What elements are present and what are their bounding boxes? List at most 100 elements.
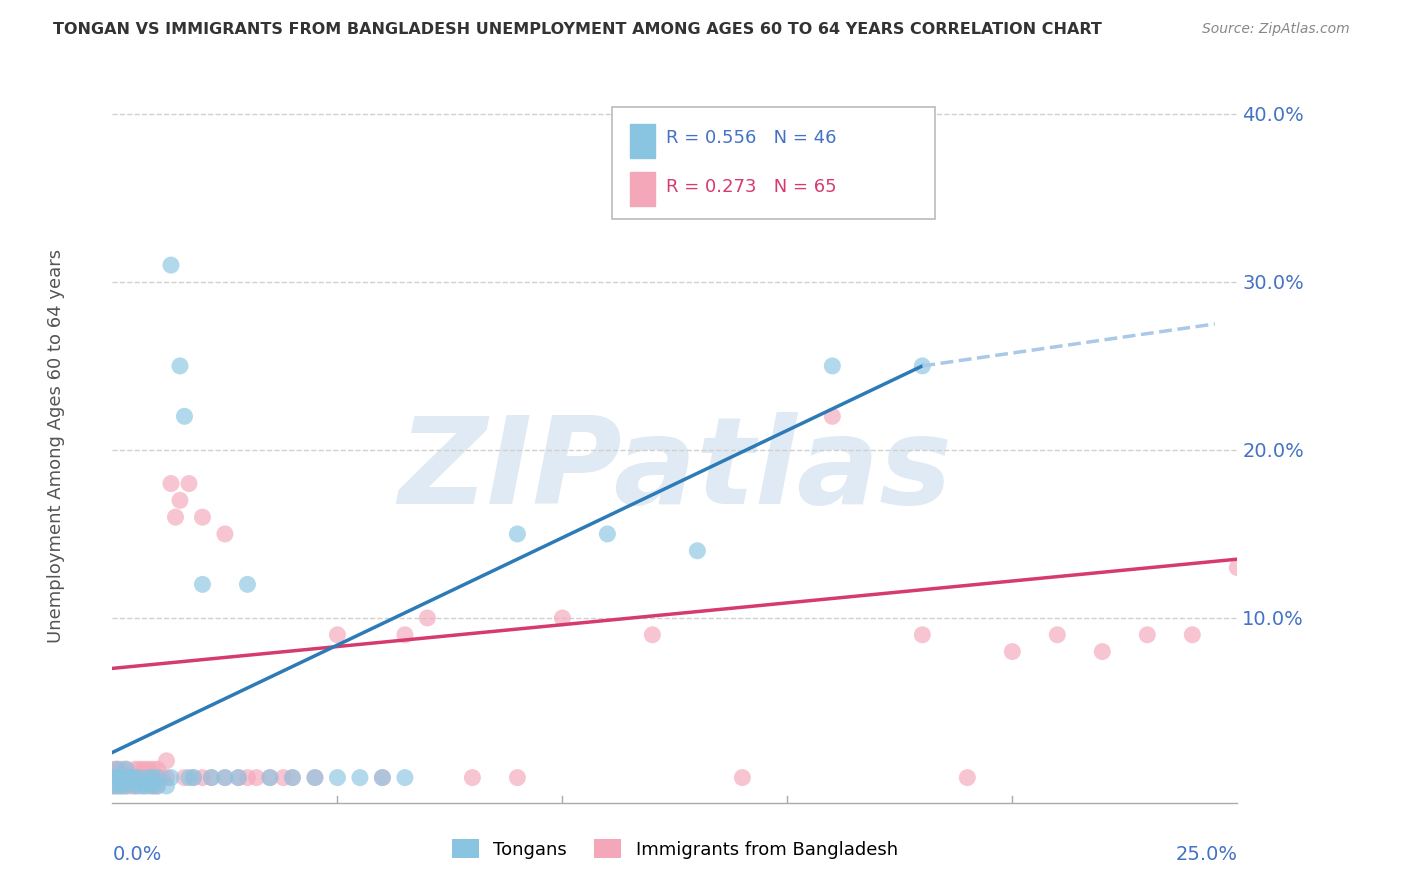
Point: [1136, 628, 1159, 642]
Point: [1001, 644, 1024, 658]
Point: [124, 771, 146, 785]
Point: [731, 771, 754, 785]
Point: [245, 771, 267, 785]
Point: [506, 771, 529, 785]
Point: [394, 628, 416, 642]
Point: [128, 779, 150, 793]
Point: [120, 771, 142, 785]
Point: [138, 762, 160, 776]
Point: [146, 779, 169, 793]
Point: [146, 762, 169, 776]
Point: [120, 771, 142, 785]
Point: [183, 771, 205, 785]
Point: [165, 510, 187, 524]
Point: [371, 771, 394, 785]
Point: [236, 771, 259, 785]
Text: R = 0.273   N = 65: R = 0.273 N = 65: [666, 178, 837, 196]
Point: [160, 476, 183, 491]
Point: [160, 771, 183, 785]
Text: R = 0.556   N = 46: R = 0.556 N = 46: [666, 129, 837, 147]
Point: [132, 779, 155, 793]
Point: [128, 762, 150, 776]
Point: [146, 771, 169, 785]
Point: [551, 611, 574, 625]
Point: [105, 779, 128, 793]
Point: [259, 771, 281, 785]
Point: [146, 779, 169, 793]
Point: [138, 771, 160, 785]
Point: [160, 258, 183, 272]
Point: [105, 771, 128, 785]
Point: [214, 771, 236, 785]
Text: 0.0%: 0.0%: [112, 845, 162, 863]
Point: [132, 762, 155, 776]
Point: [173, 409, 195, 424]
Point: [821, 359, 844, 373]
Point: [1181, 628, 1204, 642]
Point: [200, 771, 222, 785]
Point: [394, 771, 416, 785]
Point: [641, 628, 664, 642]
Point: [115, 779, 138, 793]
Text: 25.0%: 25.0%: [1175, 845, 1237, 863]
Point: [124, 771, 146, 785]
Point: [191, 510, 214, 524]
Point: [115, 771, 138, 785]
Point: [821, 409, 844, 424]
Point: [281, 771, 304, 785]
Point: [1226, 560, 1249, 574]
Point: [142, 771, 165, 785]
Point: [228, 771, 250, 785]
Point: [686, 543, 709, 558]
Point: [259, 771, 281, 785]
Point: [173, 771, 195, 785]
Point: [1046, 628, 1069, 642]
Point: [273, 771, 295, 785]
Point: [142, 762, 165, 776]
Point: [326, 628, 349, 642]
Point: [200, 771, 222, 785]
Text: ZIPatlas: ZIPatlas: [398, 412, 952, 529]
Point: [214, 527, 236, 541]
Point: [115, 762, 138, 776]
Point: [138, 779, 160, 793]
Point: [169, 493, 191, 508]
Point: [155, 779, 177, 793]
Point: [101, 779, 124, 793]
Point: [138, 771, 160, 785]
Text: Unemployment Among Ages 60 to 64 years: Unemployment Among Ages 60 to 64 years: [48, 249, 65, 643]
Point: [150, 771, 173, 785]
Point: [128, 771, 150, 785]
Text: TONGAN VS IMMIGRANTS FROM BANGLADESH UNEMPLOYMENT AMONG AGES 60 TO 64 YEARS CORR: TONGAN VS IMMIGRANTS FROM BANGLADESH UNE…: [53, 22, 1102, 37]
Point: [461, 771, 484, 785]
Point: [142, 779, 165, 793]
Point: [191, 577, 214, 591]
Point: [101, 762, 124, 776]
Point: [110, 771, 132, 785]
Point: [326, 771, 349, 785]
Point: [1091, 644, 1114, 658]
Point: [228, 771, 250, 785]
Point: [105, 762, 128, 776]
Point: [155, 771, 177, 785]
Point: [105, 762, 128, 776]
Legend: Tongans, Immigrants from Bangladesh: Tongans, Immigrants from Bangladesh: [444, 832, 905, 866]
Point: [124, 762, 146, 776]
Point: [128, 771, 150, 785]
Point: [236, 577, 259, 591]
Point: [132, 779, 155, 793]
Point: [304, 771, 326, 785]
Point: [349, 771, 371, 785]
Point: [304, 771, 326, 785]
Point: [142, 779, 165, 793]
Point: [177, 476, 200, 491]
Point: [191, 771, 214, 785]
Point: [956, 771, 979, 785]
Point: [124, 779, 146, 793]
Point: [155, 754, 177, 768]
Point: [115, 762, 138, 776]
Point: [101, 771, 124, 785]
Point: [177, 771, 200, 785]
Point: [110, 779, 132, 793]
Point: [911, 628, 934, 642]
